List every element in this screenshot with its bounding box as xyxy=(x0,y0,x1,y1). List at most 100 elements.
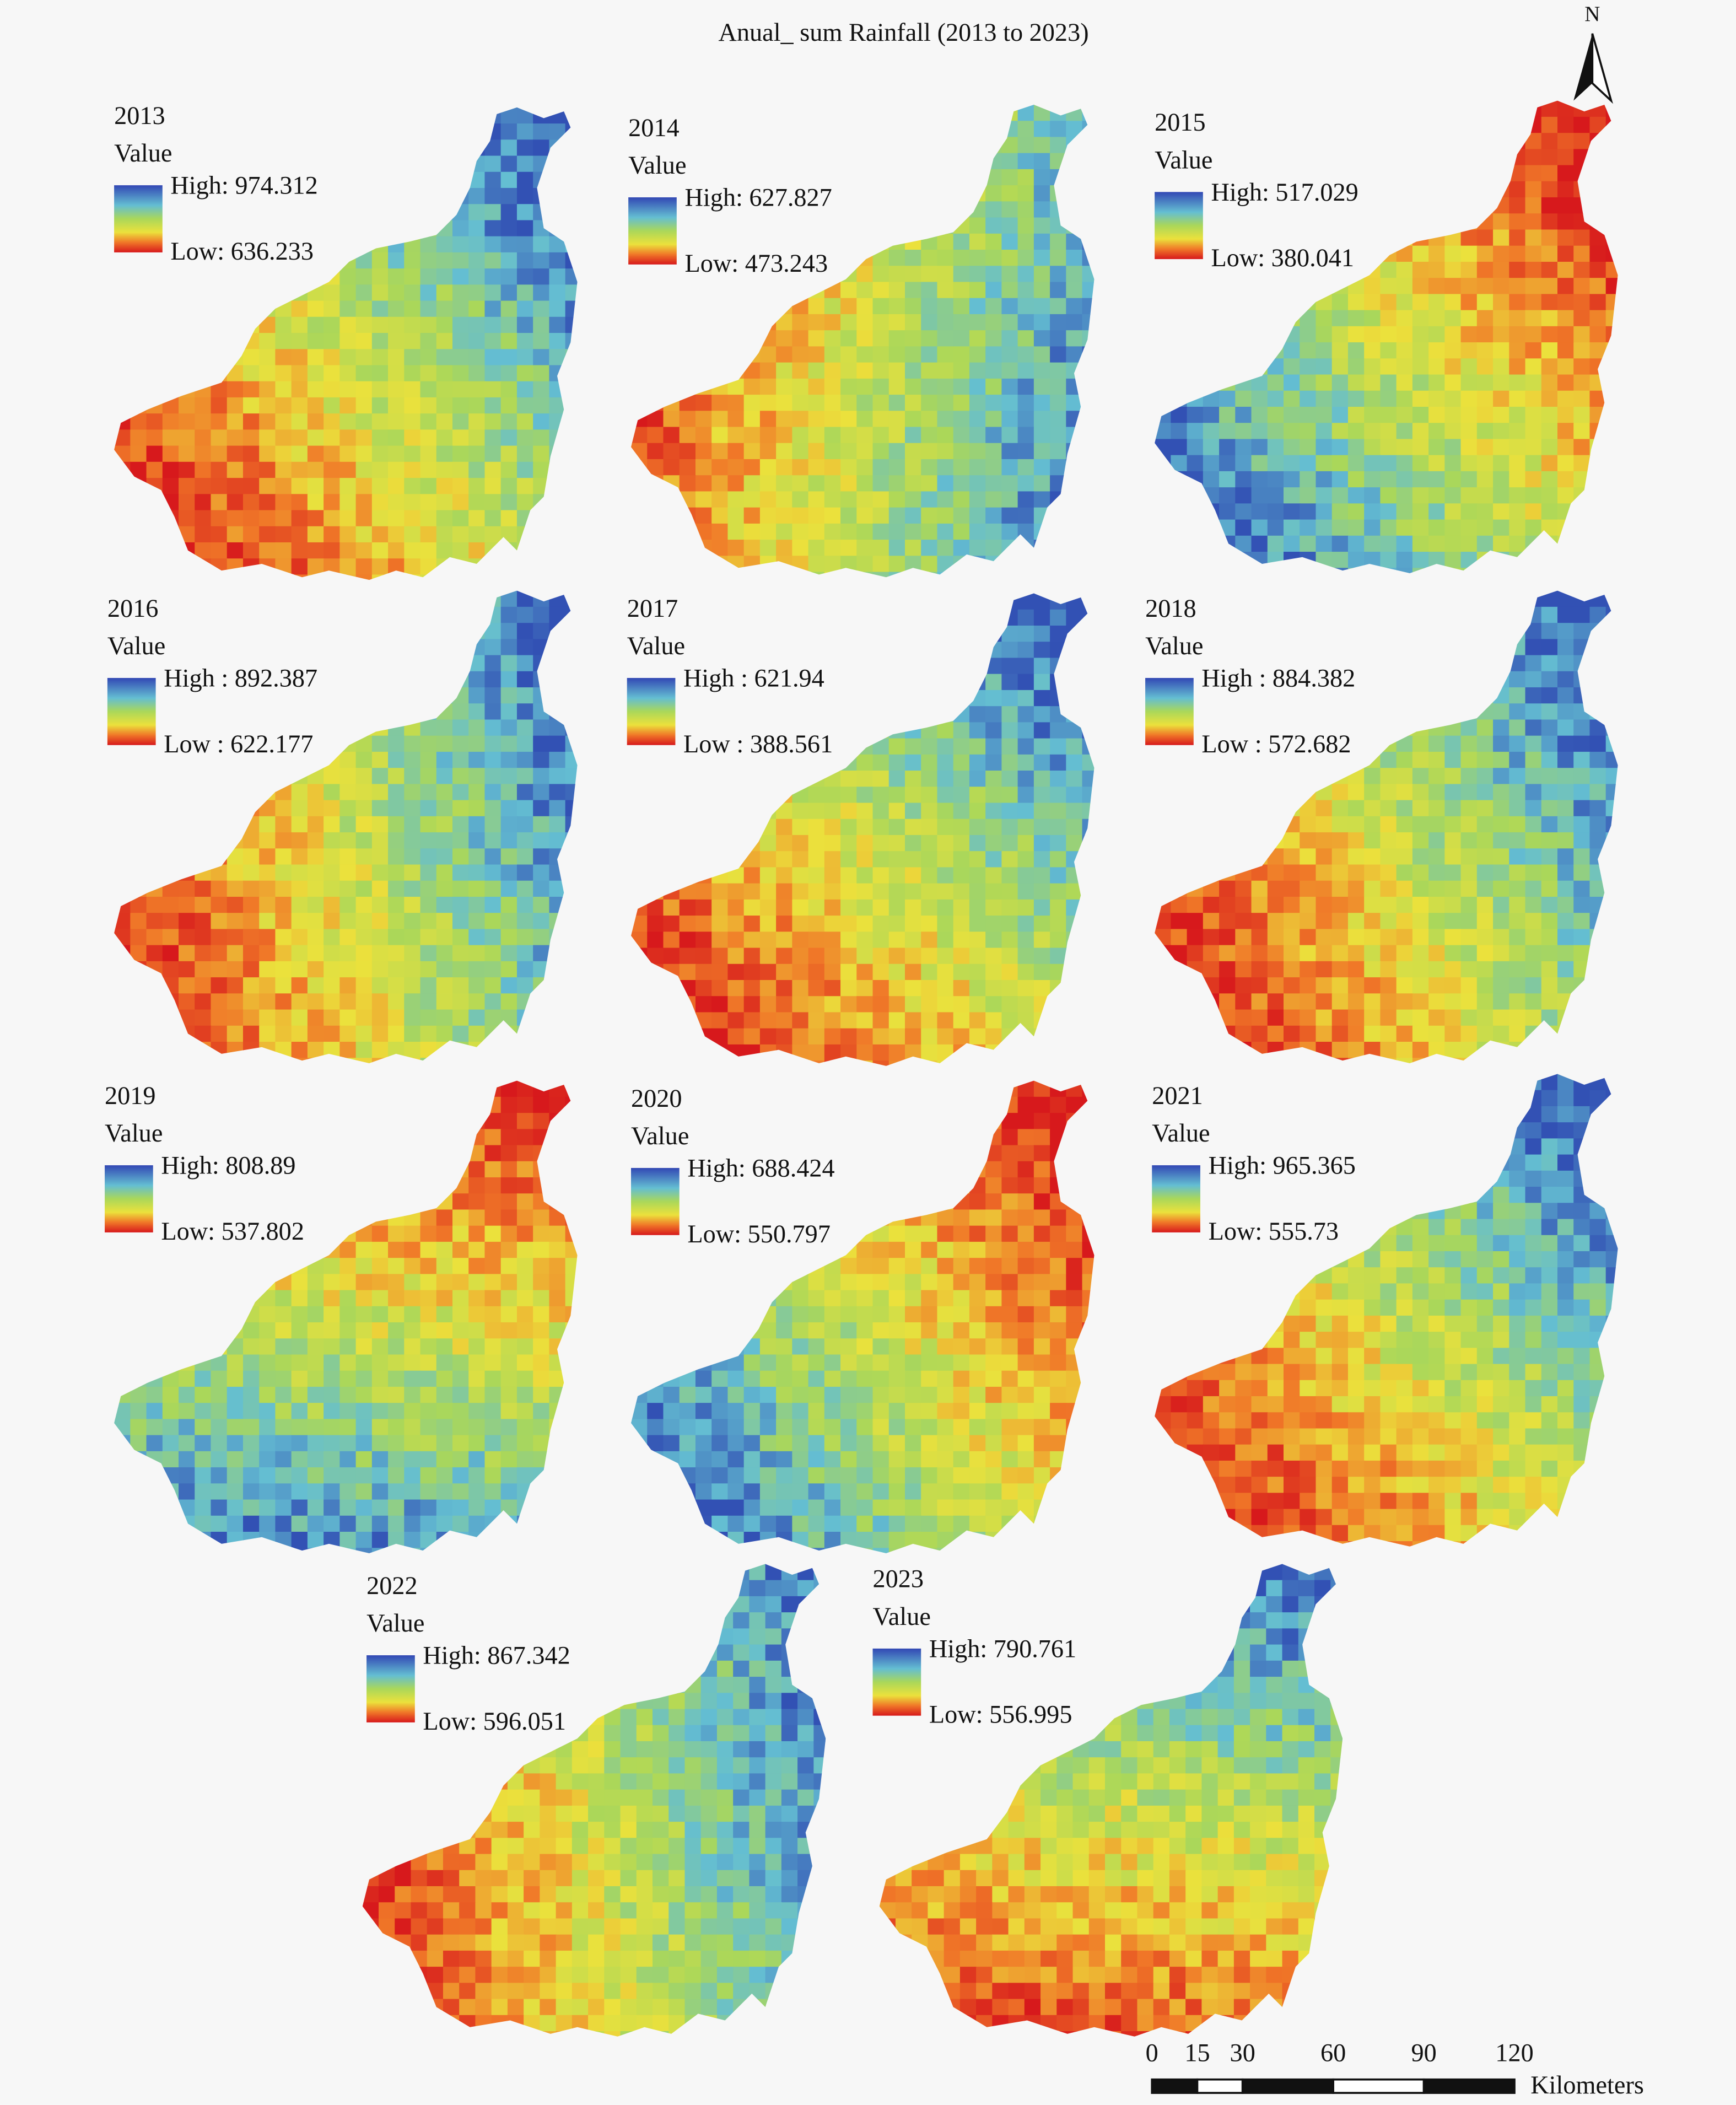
raster-cell xyxy=(339,913,357,930)
raster-cell xyxy=(921,250,938,267)
raster-cell xyxy=(727,851,745,868)
raster-cell xyxy=(695,443,713,460)
raster-cell xyxy=(1347,519,1365,537)
raster-cell xyxy=(500,945,518,962)
raster-cell xyxy=(211,880,228,898)
raster-cell xyxy=(1066,899,1083,917)
raster-cell xyxy=(339,478,357,495)
raster-cell xyxy=(1428,519,1446,537)
raster-cell xyxy=(195,1058,212,1063)
raster-cell xyxy=(904,314,922,331)
raster-cell xyxy=(1460,832,1478,849)
raster-cell xyxy=(1155,261,1172,279)
raster-cell xyxy=(1331,864,1349,881)
raster-cell xyxy=(937,556,954,573)
raster-cell xyxy=(468,671,486,688)
raster-cell xyxy=(324,961,341,978)
raster-cell xyxy=(824,362,842,380)
raster-cell xyxy=(776,932,793,949)
raster-cell xyxy=(130,848,147,865)
raster-cell xyxy=(1573,229,1591,246)
raster-cell xyxy=(1380,406,1397,424)
raster-cell xyxy=(792,996,809,1013)
raster-cell xyxy=(1235,133,1252,150)
raster-cell xyxy=(856,819,874,836)
raster-cell xyxy=(1050,233,1067,251)
raster-cell xyxy=(436,397,454,414)
raster-cell xyxy=(759,803,777,820)
raster-cell xyxy=(1364,133,1381,150)
raster-cell xyxy=(663,411,680,428)
raster-cell xyxy=(468,1009,486,1027)
raster-cell xyxy=(969,523,986,541)
raster-cell xyxy=(1300,310,1317,327)
raster-cell xyxy=(1589,261,1606,279)
raster-cell xyxy=(776,491,793,508)
raster-cell xyxy=(856,233,874,251)
raster-cell xyxy=(227,220,244,237)
raster-cell xyxy=(759,1060,777,1066)
raster-cell xyxy=(1509,751,1526,769)
raster-cell xyxy=(1541,913,1559,930)
raster-cell xyxy=(1267,639,1285,656)
raster-cell xyxy=(275,1009,292,1027)
raster-cell xyxy=(162,590,180,608)
raster-cell xyxy=(371,1025,389,1043)
raster-cell xyxy=(162,429,180,446)
raster-cell xyxy=(856,883,874,901)
raster-cell xyxy=(1605,703,1618,720)
raster-cell xyxy=(824,996,842,1013)
raster-cell xyxy=(500,735,518,753)
raster-cell xyxy=(355,1025,373,1043)
raster-cell xyxy=(404,590,421,608)
raster-cell xyxy=(1525,655,1542,672)
panel-year: 2016 xyxy=(107,595,159,623)
raster-cell xyxy=(1187,880,1204,898)
raster-cell xyxy=(259,268,276,286)
raster-cell xyxy=(1001,427,1018,444)
raster-cell xyxy=(663,754,680,772)
raster-cell xyxy=(388,300,405,318)
raster-cell xyxy=(388,913,405,930)
raster-cell xyxy=(500,848,518,865)
raster-cell xyxy=(404,800,421,817)
raster-cell xyxy=(549,1025,566,1043)
raster-cell xyxy=(1380,471,1397,488)
raster-cell xyxy=(565,735,578,753)
raster-cell xyxy=(1605,197,1618,214)
raster-cell xyxy=(1203,503,1220,520)
raster-cell xyxy=(146,896,163,914)
raster-cell xyxy=(647,572,664,578)
raster-cell xyxy=(1347,116,1365,134)
raster-cell xyxy=(565,365,578,382)
raster-cell xyxy=(468,316,486,334)
raster-cell xyxy=(355,977,373,994)
raster-cell xyxy=(695,298,713,315)
raster-cell xyxy=(1444,310,1462,327)
raster-cell xyxy=(1605,800,1618,817)
raster-cell xyxy=(404,880,421,898)
raster-cell xyxy=(1017,330,1035,347)
raster-cell xyxy=(565,349,578,366)
raster-cell xyxy=(1082,642,1095,659)
raster-cell xyxy=(759,523,777,541)
raster-cell xyxy=(388,445,405,463)
raster-cell xyxy=(1605,149,1618,166)
raster-cell xyxy=(130,381,147,399)
raster-cell xyxy=(1605,639,1618,656)
raster-cell xyxy=(1017,104,1035,122)
raster-cell xyxy=(1033,899,1051,917)
raster-cell xyxy=(1476,374,1494,391)
raster-cell xyxy=(549,590,566,608)
raster-cell xyxy=(1412,913,1430,930)
raster-cell xyxy=(1573,552,1591,569)
raster-cell xyxy=(1428,913,1446,930)
raster-cell xyxy=(711,104,729,122)
raster-cell xyxy=(985,803,1002,820)
raster-cell xyxy=(1082,899,1095,917)
raster-cell xyxy=(1525,896,1542,914)
raster-cell xyxy=(1428,100,1446,118)
raster-cell xyxy=(1476,623,1494,640)
raster-cell xyxy=(1557,880,1575,898)
raster-cell xyxy=(324,800,341,817)
